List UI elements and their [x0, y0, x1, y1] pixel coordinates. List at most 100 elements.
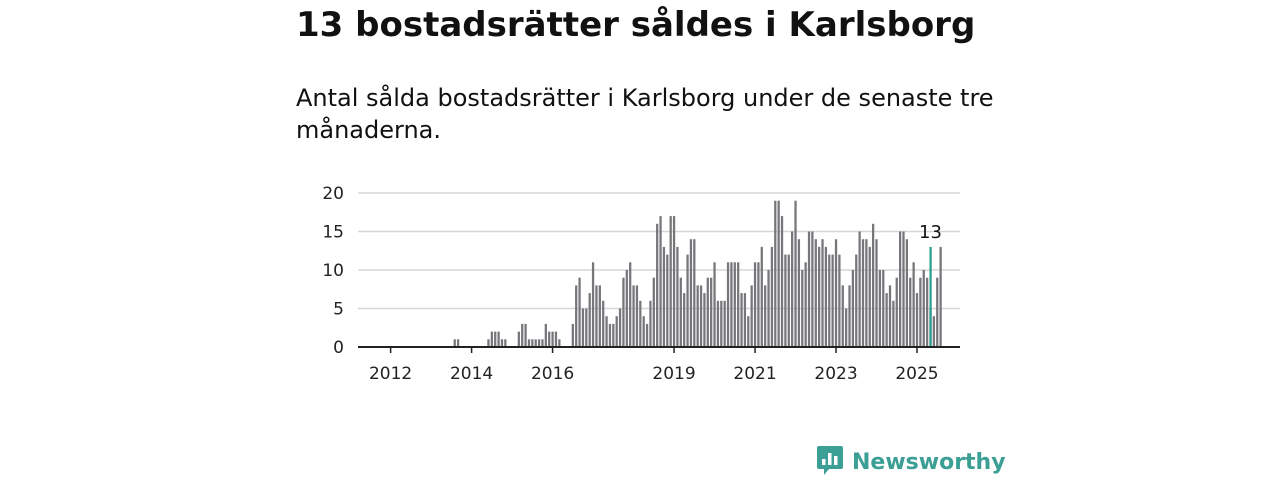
- bar: [932, 316, 936, 347]
- bar: [706, 277, 709, 347]
- bar: [679, 277, 682, 347]
- bar: [898, 231, 902, 347]
- bar: [591, 262, 595, 347]
- bar: [834, 239, 838, 347]
- bar: [608, 323, 612, 347]
- y-tick-label: 15: [322, 223, 344, 243]
- bar: [649, 300, 652, 347]
- bar: [882, 270, 885, 347]
- y-tick-label: 10: [322, 261, 344, 281]
- bar: [544, 323, 547, 347]
- bar: [878, 270, 882, 347]
- bar: [811, 231, 814, 347]
- bar: [642, 316, 645, 347]
- bar: [494, 331, 497, 347]
- bar: [531, 339, 534, 347]
- bar: [720, 300, 723, 347]
- bar: [645, 323, 649, 347]
- bar: [703, 293, 706, 347]
- bar: [456, 339, 460, 347]
- bar: [794, 200, 797, 347]
- bar: [861, 239, 865, 347]
- bar: [598, 285, 601, 347]
- bar: [699, 285, 703, 347]
- bar: [925, 277, 929, 347]
- bar: [838, 254, 841, 347]
- bar: [639, 300, 642, 347]
- labels: 0 5 10 15 20 13 2012 2014 2016 2019 2021 2023 2025: [322, 184, 942, 384]
- bar: [760, 246, 763, 347]
- bar: [669, 216, 672, 347]
- bar: [939, 246, 942, 347]
- bar: [713, 262, 716, 347]
- x-tick-label: 2021: [733, 364, 776, 384]
- bar: [818, 246, 821, 347]
- chart-title: 13 bostadsrätter såldes i Karlsborg: [296, 5, 976, 45]
- bar: [814, 239, 817, 347]
- bar: [710, 277, 713, 347]
- bar: [845, 308, 848, 347]
- bar: [656, 223, 659, 347]
- bar: [770, 246, 774, 347]
- bar: [551, 331, 554, 347]
- bar: [753, 262, 757, 347]
- x-tick-label: 2019: [652, 364, 695, 384]
- bar: [453, 339, 456, 347]
- x-tick-label: 2012: [369, 364, 412, 384]
- bar: [757, 262, 760, 347]
- bar: [588, 293, 591, 347]
- bar: [605, 316, 608, 347]
- x-tick-label: 2025: [895, 364, 938, 384]
- bar: [892, 300, 895, 347]
- bar: [730, 262, 733, 347]
- bar: [915, 293, 919, 347]
- bar: [693, 239, 696, 347]
- bar: [659, 216, 662, 347]
- bar: [534, 339, 537, 347]
- bar: [774, 200, 777, 347]
- bar: [612, 323, 615, 347]
- bar: [652, 277, 655, 347]
- newsworthy-logo: Newsworthy: [816, 446, 1006, 478]
- bar: [902, 231, 905, 347]
- bar: [618, 308, 622, 347]
- bar: [521, 323, 524, 347]
- bar: [683, 293, 686, 347]
- x-tick-label: 2023: [814, 364, 857, 384]
- bar: [558, 339, 561, 347]
- bar: [571, 323, 574, 347]
- bar: [821, 239, 824, 347]
- bar: [585, 308, 588, 347]
- bar: [885, 293, 888, 347]
- bar: [629, 262, 632, 347]
- bar-chart-speech-bubble-icon: [816, 444, 844, 480]
- brand-name: Newsworthy: [852, 449, 1006, 475]
- bar: [858, 231, 861, 347]
- bar: [716, 300, 720, 347]
- bar: [497, 331, 500, 347]
- bar: [787, 254, 790, 347]
- bar: [581, 308, 585, 347]
- bar: [548, 331, 551, 347]
- bar: [855, 254, 858, 347]
- bar: [595, 285, 598, 347]
- bar: [686, 254, 689, 347]
- bar: [801, 270, 804, 347]
- y-tick-label: 20: [322, 184, 344, 204]
- x-tick-label: 2014: [450, 364, 493, 384]
- bar: [527, 339, 531, 347]
- bar: [865, 239, 868, 347]
- bar: [905, 239, 909, 347]
- chart-subtitle: Antal sålda bostadsrätter i Karlsborg un…: [296, 84, 994, 144]
- bar: [575, 285, 578, 347]
- bar: [872, 223, 875, 347]
- bar: [895, 277, 898, 347]
- bar: [797, 239, 801, 347]
- bar-series: [453, 200, 942, 347]
- bar: [828, 254, 831, 347]
- bar: [804, 262, 807, 347]
- highlight-value-label: 13: [919, 222, 942, 243]
- bar: [602, 300, 605, 347]
- bar: [922, 270, 925, 347]
